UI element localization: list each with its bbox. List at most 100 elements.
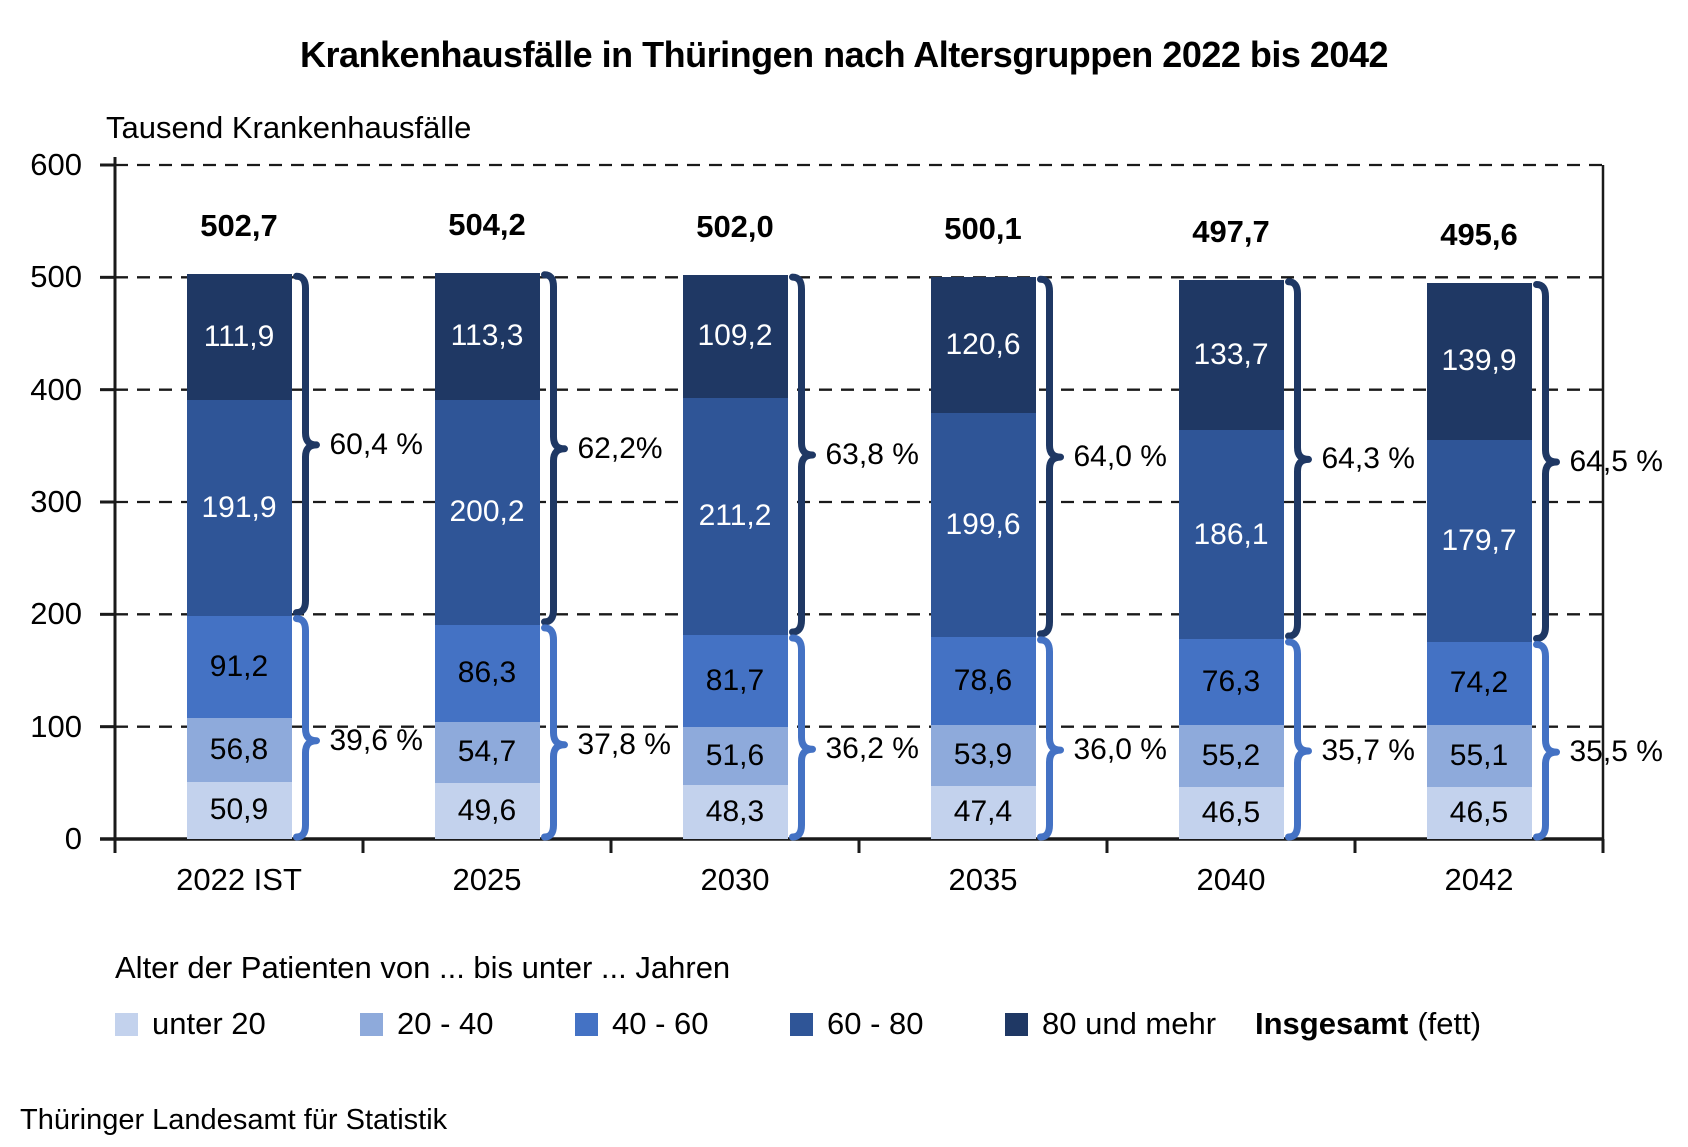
y-tick-label: 400 — [30, 371, 82, 407]
segment-value-label: 50,9 — [209, 793, 269, 827]
segment-value-label: 120,6 — [945, 327, 1021, 361]
legend-swatch — [360, 1012, 383, 1036]
bar-segment-2042-80 und mehr: 139,9 — [1426, 282, 1532, 440]
segment-value-label: 191,9 — [201, 490, 277, 524]
x-tick-label-2030: 2030 — [700, 862, 770, 897]
x-tick-label-2042: 2042 — [1444, 862, 1514, 897]
bar-segment-2042-60 - 80: 179,7 — [1426, 439, 1532, 642]
total-label-2042: 495,6 — [1440, 216, 1518, 252]
legend-swatch — [790, 1012, 813, 1036]
x-tick-label-2022 IST: 2022 IST — [176, 862, 302, 897]
y-tick-label: 100 — [30, 708, 82, 744]
segment-value-label: 113,3 — [450, 319, 524, 353]
bar-segment-2035-80 und mehr: 120,6 — [930, 277, 1036, 413]
bar-segment-2030-20 - 40: 51,6 — [682, 726, 788, 785]
lower-pct-label-2025: 37,8 % — [577, 727, 671, 761]
segment-value-label: 200,2 — [449, 495, 525, 529]
segment-value-label: 78,6 — [953, 664, 1013, 698]
segment-value-label: 55,1 — [1449, 738, 1509, 772]
upper-pct-label-2042: 64,5 % — [1569, 445, 1663, 478]
y-axis-title: Tausend Krankenhausfälle — [106, 110, 472, 145]
legend-swatch — [115, 1012, 138, 1036]
segment-value-label: 49,6 — [457, 794, 517, 828]
bar-segment-2030-unter 20: 48,3 — [682, 784, 788, 839]
segment-value-label: 133,7 — [1193, 337, 1269, 371]
segment-value-label: 47,4 — [953, 795, 1013, 829]
bar-segment-2042-40 - 60: 74,2 — [1426, 641, 1532, 725]
y-tick-label: 600 — [30, 147, 82, 182]
legend-label: unter 20 — [152, 1006, 266, 1041]
segment-value-label: 86,3 — [457, 656, 517, 690]
x-tick-label-2035: 2035 — [948, 862, 1018, 897]
segment-value-label: 199,6 — [945, 507, 1021, 541]
legend-title: Alter der Patienten von ... bis unter ..… — [115, 950, 731, 985]
segment-value-label: 81,7 — [705, 663, 765, 697]
legend-swatch — [575, 1012, 598, 1036]
bar-segment-2042-unter 20: 46,5 — [1426, 786, 1532, 839]
legend-total-suffix: (fett) — [1417, 1006, 1482, 1041]
segment-value-label: 46,5 — [1449, 795, 1509, 829]
lower-pct-label-2040: 35,7 % — [1321, 734, 1415, 768]
upper-pct-label-2022 IST: 60,4 % — [329, 427, 423, 461]
bar-segment-2040-unter 20: 46,5 — [1178, 786, 1284, 839]
y-tick-label: 500 — [30, 259, 82, 295]
bar-segment-2040-40 - 60: 76,3 — [1178, 639, 1284, 725]
upper-pct-label-2025: 62,2% — [577, 431, 663, 465]
bar-segment-2025-20 - 40: 54,7 — [434, 721, 540, 784]
bar-segment-2025-60 - 80: 200,2 — [434, 400, 540, 625]
legend-label: 40 - 60 — [612, 1006, 709, 1041]
segment-value-label: 51,6 — [705, 738, 765, 772]
legend-total-entry: Insgesamt (fett) — [1255, 1006, 1482, 1041]
bar-segment-2040-20 - 40: 55,2 — [1178, 724, 1284, 787]
bar-segment-2022 IST-unter 20: 50,9 — [186, 781, 292, 839]
legend-swatch — [1005, 1012, 1028, 1036]
bar-segment-2022 IST-80 und mehr: 111,9 — [186, 274, 292, 400]
bar-segment-2025-unter 20: 49,6 — [434, 783, 540, 839]
chart-title: Krankenhausfälle in Thüringen nach Alter… — [300, 34, 1389, 75]
segment-value-label: 91,2 — [209, 649, 269, 683]
segment-value-label: 111,9 — [203, 320, 275, 354]
upper-pct-label-2035: 64,0 % — [1073, 440, 1167, 474]
upper-pct-label-2040: 64,3 % — [1321, 442, 1415, 476]
y-tick-label: 0 — [64, 821, 82, 856]
lower-pct-label-2035: 36,0 % — [1073, 733, 1167, 767]
segment-value-label: 109,2 — [697, 319, 773, 353]
segment-value-label: 76,3 — [1201, 664, 1261, 698]
x-tick-label-2040: 2040 — [1196, 862, 1266, 897]
legend-item-80 und mehr: 80 und mehr — [1005, 1006, 1217, 1041]
bar-segment-2035-60 - 80: 199,6 — [930, 412, 1036, 637]
bar-segment-2035-40 - 60: 78,6 — [930, 636, 1036, 726]
y-tick-label: 300 — [30, 484, 82, 519]
segment-value-label: 186,1 — [1193, 517, 1269, 551]
bar-segment-2022 IST-60 - 80: 191,9 — [186, 400, 292, 616]
segment-value-label: 179,7 — [1441, 523, 1517, 557]
segment-value-label: 139,9 — [1441, 344, 1517, 378]
legend-label: 20 - 40 — [397, 1006, 494, 1041]
total-label-2030: 502,0 — [696, 209, 774, 245]
legend-item-20 - 40: 20 - 40 — [360, 1006, 494, 1041]
legend-item-60 - 80: 60 - 80 — [790, 1006, 924, 1041]
y-tick-label: 200 — [30, 596, 82, 632]
segment-value-label: 74,2 — [1449, 666, 1509, 700]
segment-value-label: 55,2 — [1201, 738, 1261, 772]
total-label-2022 IST: 502,7 — [200, 208, 278, 244]
legend-item-40 - 60: 40 - 60 — [575, 1006, 709, 1041]
segment-value-label: 54,7 — [457, 735, 517, 769]
bar-segment-2035-20 - 40: 53,9 — [930, 725, 1036, 786]
legend-label: 80 und mehr — [1042, 1006, 1217, 1041]
bar-segment-2025-40 - 60: 86,3 — [434, 624, 540, 722]
total-label-2040: 497,7 — [1192, 213, 1270, 249]
lower-pct-label-2030: 36,2 % — [825, 732, 919, 766]
bar-segment-2022 IST-40 - 60: 91,2 — [186, 615, 292, 718]
bar-segment-2040-60 - 80: 186,1 — [1178, 430, 1284, 640]
legend-label: 60 - 80 — [827, 1006, 924, 1041]
legend-item-unter 20: unter 20 — [115, 1006, 266, 1041]
bar-segment-2022 IST-20 - 40: 56,8 — [186, 718, 292, 782]
bar-segment-2042-20 - 40: 55,1 — [1426, 724, 1532, 787]
segment-value-label: 211,2 — [698, 499, 772, 533]
segment-value-label: 56,8 — [209, 732, 269, 766]
bar-segment-2030-80 und mehr: 109,2 — [682, 275, 788, 398]
